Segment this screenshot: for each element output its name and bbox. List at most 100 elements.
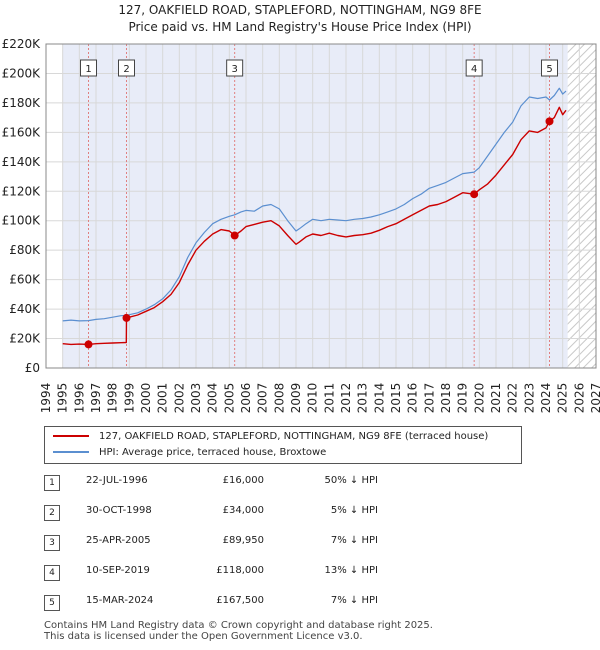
sale-label-box xyxy=(226,59,244,77)
hatched-forecast-region xyxy=(567,44,596,368)
x-tick-label: 2006 xyxy=(239,383,253,414)
x-tick-label: 2015 xyxy=(389,383,403,414)
y-tick-label: £220K xyxy=(2,37,42,51)
x-tick-label: 1998 xyxy=(106,383,120,414)
hpi-line xyxy=(62,87,567,322)
sale-point xyxy=(230,231,239,240)
sale-hpi-relation: 50% ↓ HPI xyxy=(324,475,378,486)
footer-copyright: Contains HM Land Registry data © Crown c… xyxy=(44,620,433,631)
sale-date: 30-OCT-1998 xyxy=(86,505,152,516)
sale-point xyxy=(470,190,479,199)
sale-number-badge: 4 xyxy=(44,565,60,581)
x-tick-label: 2021 xyxy=(489,383,503,414)
y-tick-label: £140K xyxy=(2,155,42,169)
footer-licence: This data is licensed under the Open Gov… xyxy=(44,631,363,642)
sale-label: 1 xyxy=(85,64,91,75)
sale-number-badge: 3 xyxy=(44,535,60,551)
x-tick-label: 2024 xyxy=(539,383,553,414)
legend-hpi-label: HPI: Average price, terraced house, Brox… xyxy=(99,447,327,458)
property-price-line xyxy=(62,106,567,346)
x-tick-label: 2019 xyxy=(456,383,470,414)
sale-hpi-relation: 7% ↓ HPI xyxy=(330,595,378,606)
sale-row: 4 10-SEP-2019 £118,000 13% ↓ HPI xyxy=(44,562,404,582)
sale-row: 3 25-APR-2005 £89,950 7% ↓ HPI xyxy=(44,532,404,552)
x-tick-label: 2003 xyxy=(189,383,203,414)
x-tick-label: 2005 xyxy=(222,383,236,414)
x-tick-label: 2004 xyxy=(206,383,220,414)
shaded-region xyxy=(62,44,568,368)
y-tick-label: £160K xyxy=(2,125,42,139)
x-tick-label: 2001 xyxy=(156,383,170,414)
sale-number-badge: 1 xyxy=(44,475,60,491)
x-tick-label: 2014 xyxy=(372,383,386,414)
sale-label-box xyxy=(541,59,558,77)
sale-date: 10-SEP-2019 xyxy=(86,565,150,576)
sale-date: 25-APR-2005 xyxy=(86,535,151,546)
x-tick-label: 2007 xyxy=(256,383,270,414)
y-tick-label: £20K xyxy=(9,332,41,346)
y-tick-label: £120K xyxy=(2,184,42,198)
sale-label: 3 xyxy=(231,64,237,75)
x-tick-label: 1994 xyxy=(39,383,53,414)
sale-price: £118,000 xyxy=(216,565,264,576)
price-chart: £0 £20K £40K £60K £80K £100K £120K £140K £160K £1… xyxy=(2,37,600,414)
x-tick-label: 2016 xyxy=(406,383,420,414)
y-tick-label: £200K xyxy=(2,66,42,80)
legend-item-property: 127, OAKFIELD ROAD, STAPLEFORD, NOTTINGH… xyxy=(53,429,488,445)
x-tick-label: 2026 xyxy=(572,383,586,414)
x-tick-label: 2025 xyxy=(556,383,570,414)
sale-label-box xyxy=(80,59,97,77)
sale-date: 15-MAR-2024 xyxy=(86,595,154,606)
x-tick-label: 2027 xyxy=(589,383,600,414)
sale-hpi-relation: 13% ↓ HPI xyxy=(324,565,378,576)
sale-price: £16,000 xyxy=(222,475,264,486)
y-tick-label: £180K xyxy=(2,96,42,110)
sale-label: 4 xyxy=(471,64,477,75)
footer-attribution: Contains HM Land Registry data © Crown c… xyxy=(44,620,433,642)
x-tick-label: 1996 xyxy=(72,383,86,414)
sale-point xyxy=(122,313,131,322)
y-tick-label: £0 xyxy=(25,361,40,375)
sale-point xyxy=(545,117,554,126)
x-tick-label: 2000 xyxy=(139,383,153,414)
x-tick-label: 2013 xyxy=(356,383,370,414)
sale-label-box xyxy=(465,59,483,77)
x-tick-label: 2018 xyxy=(439,383,453,414)
x-tick-label: 1999 xyxy=(122,383,136,414)
x-tick-label: 2017 xyxy=(422,383,436,414)
sale-point xyxy=(84,340,93,349)
sale-row: 5 15-MAR-2024 £167,500 7% ↓ HPI xyxy=(44,592,404,612)
sale-label: 5 xyxy=(546,64,552,75)
legend-item-hpi: HPI: Average price, terraced house, Brox… xyxy=(53,445,326,461)
x-tick-label: 1995 xyxy=(56,383,70,414)
x-tick-label: 2008 xyxy=(272,383,286,414)
y-tick-label: £100K xyxy=(2,214,42,228)
sale-price: £167,500 xyxy=(216,595,264,606)
sale-date: 22-JUL-1996 xyxy=(86,475,148,486)
y-tick-label: £40K xyxy=(9,302,41,316)
legend-property-label: 127, OAKFIELD ROAD, STAPLEFORD, NOTTINGH… xyxy=(99,431,489,442)
chart-legend: 127, OAKFIELD ROAD, STAPLEFORD, NOTTINGH… xyxy=(44,426,522,464)
x-tick-label: 2020 xyxy=(472,383,486,414)
chart-title: 127, OAKFIELD ROAD, STAPLEFORD, NOTTINGH… xyxy=(118,3,482,17)
y-tick-label: £80K xyxy=(9,243,41,257)
sale-price: £34,000 xyxy=(222,505,264,516)
x-tick-label: 2009 xyxy=(289,383,303,414)
x-tick-label: 2022 xyxy=(506,383,520,414)
x-tick-label: 2023 xyxy=(522,383,536,414)
x-tick-label: 2010 xyxy=(306,383,320,414)
sale-row: 2 30-OCT-1998 £34,000 5% ↓ HPI xyxy=(44,502,404,522)
sale-hpi-relation: 5% ↓ HPI xyxy=(330,505,378,516)
sale-hpi-relation: 7% ↓ HPI xyxy=(330,535,378,546)
chart-subtitle: Price paid vs. HM Land Registry's House … xyxy=(128,20,472,34)
sale-price: £89,950 xyxy=(222,535,264,546)
y-tick-label: £60K xyxy=(9,273,41,287)
legend-hpi-swatch xyxy=(53,451,89,453)
x-tick-label: 1997 xyxy=(89,383,103,414)
plot-frame xyxy=(45,43,597,369)
sale-label: 2 xyxy=(123,64,129,75)
sale-number-badge: 5 xyxy=(44,595,60,611)
sale-label-box xyxy=(118,59,135,77)
x-tick-label: 2002 xyxy=(172,383,186,414)
x-tick-label: 2012 xyxy=(339,383,353,414)
